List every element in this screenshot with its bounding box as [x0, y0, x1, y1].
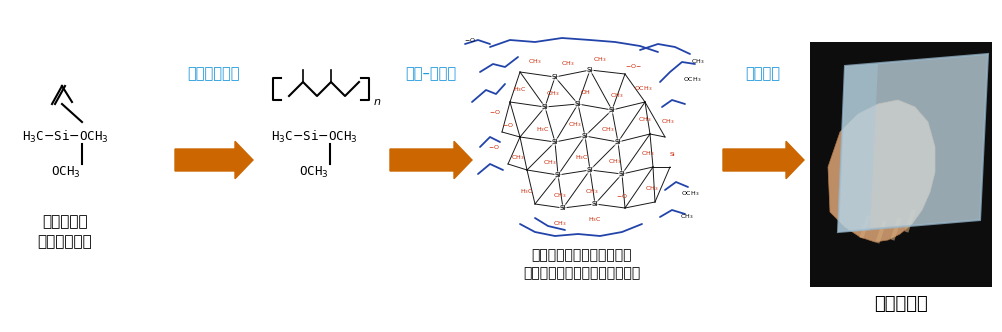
Text: CH$_3$: CH$_3$	[553, 219, 567, 228]
Text: OCH$_3$: OCH$_3$	[299, 164, 329, 180]
Text: アルコキシ
シラン化合物: アルコキシ シラン化合物	[38, 214, 92, 249]
Text: H$_3$C$-$Si$-$OCH$_3$: H$_3$C$-$Si$-$OCH$_3$	[22, 129, 108, 145]
Text: H$_3$C$-$Si$-$OCH$_3$: H$_3$C$-$Si$-$OCH$_3$	[271, 129, 358, 145]
FancyArrow shape	[390, 141, 472, 179]
Text: Si: Si	[575, 101, 581, 107]
Text: ゾル–ゲル法: ゾル–ゲル法	[406, 66, 457, 81]
Text: $-$O: $-$O	[489, 108, 501, 116]
Text: OH: OH	[581, 90, 591, 95]
Text: CH$_3$: CH$_3$	[691, 57, 704, 66]
Text: OCH$_3$: OCH$_3$	[634, 85, 652, 93]
Text: CH$_3$: CH$_3$	[546, 90, 560, 99]
Text: CH$_3$: CH$_3$	[638, 116, 651, 124]
Text: CH$_3$: CH$_3$	[543, 159, 557, 167]
Text: Si: Si	[587, 167, 593, 173]
Text: CH$_3$: CH$_3$	[645, 185, 658, 194]
Text: OCH$_3$: OCH$_3$	[682, 76, 701, 84]
Text: エアロゲル: エアロゲル	[874, 295, 928, 313]
Text: CH$_3$: CH$_3$	[661, 118, 674, 126]
Text: CH$_3$: CH$_3$	[568, 121, 582, 129]
Text: Si: Si	[619, 171, 625, 177]
Polygon shape	[838, 64, 878, 232]
Text: Si: Si	[552, 139, 558, 145]
FancyArrow shape	[723, 141, 804, 179]
Polygon shape	[838, 54, 988, 232]
Text: Si: Si	[552, 74, 558, 80]
Text: H$_3$C: H$_3$C	[513, 86, 527, 94]
Text: Si: Si	[582, 133, 588, 139]
Text: CH$_3$: CH$_3$	[528, 57, 542, 66]
Text: OCH$_3$: OCH$_3$	[51, 164, 80, 180]
Text: CH$_3$: CH$_3$	[593, 55, 607, 64]
Text: Si: Si	[609, 107, 615, 113]
Text: H$_3$C: H$_3$C	[520, 188, 534, 197]
Text: Si: Si	[555, 172, 561, 178]
Text: CH$_3$: CH$_3$	[680, 212, 693, 221]
Text: $-$O: $-$O	[502, 121, 514, 129]
Text: H$_3$C: H$_3$C	[575, 153, 589, 162]
Text: $n$: $n$	[373, 97, 382, 107]
Text: Si: Si	[592, 201, 598, 207]
Text: OCH$_3$: OCH$_3$	[680, 190, 699, 199]
Text: Si: Si	[669, 151, 674, 156]
Polygon shape	[828, 100, 935, 242]
Text: CH$_3$: CH$_3$	[553, 192, 567, 201]
Text: Si: Si	[615, 139, 621, 145]
Text: CH$_3$: CH$_3$	[610, 92, 624, 101]
Text: $-$O$-$: $-$O$-$	[624, 62, 641, 70]
Text: $-$O: $-$O	[616, 192, 628, 200]
Text: CH$_3$: CH$_3$	[641, 149, 654, 158]
Bar	[810, 42, 992, 287]
Text: $-$O: $-$O	[488, 143, 500, 151]
Text: H$_3$C: H$_3$C	[588, 215, 602, 224]
FancyArrow shape	[175, 141, 253, 179]
Text: 常圧乾燥: 常圧乾燥	[745, 66, 781, 81]
Text: H$_3$C: H$_3$C	[536, 125, 550, 134]
Text: CH$_3$: CH$_3$	[608, 158, 622, 166]
Text: 互いに架橋した有機部位と
無機部位からなるネットワーク: 互いに架橋した有機部位と 無機部位からなるネットワーク	[523, 248, 640, 280]
Text: Si: Si	[560, 205, 566, 211]
Text: $-$O: $-$O	[464, 36, 476, 44]
Text: ラジカル重合: ラジカル重合	[187, 66, 240, 81]
Text: Si: Si	[542, 104, 548, 110]
Text: CH$_3$: CH$_3$	[585, 188, 599, 197]
Text: CH$_3$: CH$_3$	[511, 153, 525, 162]
Text: CH$_3$: CH$_3$	[561, 59, 575, 68]
Text: CH$_3$: CH$_3$	[601, 125, 615, 134]
Text: Si: Si	[587, 67, 593, 73]
